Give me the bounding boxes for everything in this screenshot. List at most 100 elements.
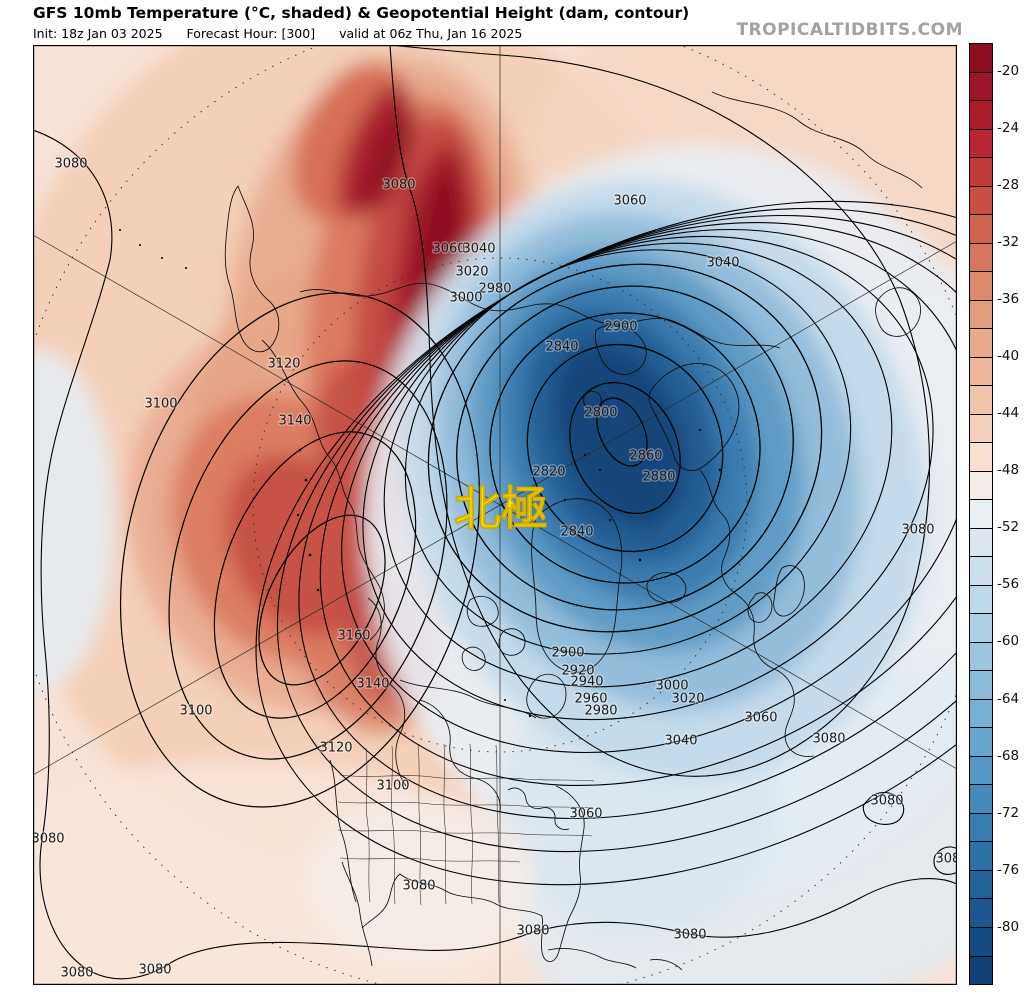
contour-label: 2940 [570, 675, 603, 690]
contour-label: 3100 [376, 779, 409, 794]
colorbar-tick-label: -72 [997, 804, 1020, 821]
colorbar-tick-label: -32 [997, 233, 1020, 250]
contour-label: 3060 [744, 711, 777, 726]
contour-label: 3020 [671, 692, 704, 707]
contour-label: 2980 [478, 282, 511, 297]
forecast-hour: Forecast Hour: [300] [186, 26, 316, 41]
colorbar-cell [970, 299, 992, 329]
contour-label: 3080 [935, 852, 957, 867]
colorbar-cell [970, 784, 992, 813]
contour-label: 3040 [462, 242, 495, 257]
colorbar-cell [970, 869, 992, 899]
contour-label: 3060 [613, 194, 646, 209]
temperature-shading [33, 45, 957, 985]
meridian-line [33, 240, 957, 776]
contour-label: 3100 [179, 704, 212, 719]
colorbar-cell [970, 727, 992, 756]
colorbar-cell [970, 955, 992, 985]
contour-label: 3080 [673, 928, 706, 943]
colorbar-tick-label: -76 [997, 861, 1020, 878]
contour-label: 3140 [278, 414, 311, 429]
map-canvas: 3080308030603040306030403020298030002900… [33, 45, 957, 985]
colorbar-cell [970, 926, 992, 956]
colorbar-cell [970, 641, 992, 671]
north-pole-annotation: 北極 [454, 482, 548, 537]
colorbar-cell [970, 698, 992, 728]
colorbar-cell [970, 71, 992, 101]
contour-label: 3040 [706, 256, 739, 271]
contour-label-layer: 3080308030603040306030403020298030002900… [33, 155, 957, 982]
height-contours [33, 45, 957, 980]
valid-time: valid at 06z Thu, Jan 16 2025 [339, 26, 523, 41]
init-time: Init: 18z Jan 03 2025 [33, 26, 163, 41]
contour-label: 2900 [604, 320, 637, 335]
contour-label: 3000 [449, 291, 482, 306]
contour-label: 2840 [545, 340, 578, 355]
colorbar-cell [970, 898, 992, 927]
map-border [33, 45, 957, 985]
colorbar-cell [970, 328, 992, 357]
meridian-line [33, 234, 957, 770]
contour-label: 3080 [60, 966, 93, 981]
colorbar-cell [970, 100, 992, 129]
contour-label: 3060 [569, 807, 602, 822]
colorbar-labels: -20 -24 -28 -32 -36 -40 -44 -48 -52 -56 -60 -64 -68 -… [997, 43, 1024, 985]
colorbar-tick-label: -48 [997, 462, 1020, 479]
colorbar-cell [970, 242, 992, 272]
contour-label: 2920 [561, 664, 594, 679]
contour-label: 2860 [629, 449, 662, 464]
init-line: Init: 18z Jan 03 2025 Forecast Hour: [30… [33, 26, 542, 41]
colorbar [969, 43, 993, 985]
colorbar-tick-label: -20 [997, 62, 1020, 79]
contour-label: 3120 [319, 741, 352, 756]
contour-label: 3080 [33, 832, 65, 847]
contour-label: 3140 [356, 677, 389, 692]
colorbar-cell [970, 556, 992, 585]
colorbar-tick-label: -60 [997, 633, 1020, 650]
colorbar-tick-label: -44 [997, 405, 1020, 422]
colorbar-cell [970, 185, 992, 215]
contour-label: 2960 [574, 692, 607, 707]
contour-label: 2980 [584, 704, 617, 719]
contour-label: 3080 [54, 157, 87, 172]
colorbar-tick-label: -80 [997, 918, 1020, 935]
colorbar-cell [970, 613, 992, 642]
colorbar-cell [970, 841, 992, 870]
colorbar-tick-label: -28 [997, 176, 1020, 193]
contour-label: 3060 [432, 242, 465, 257]
colorbar-cell [970, 214, 992, 243]
colorbar-cell [970, 157, 992, 186]
contour-label: 3080 [382, 178, 415, 193]
contour-label: 3080 [138, 963, 171, 978]
colorbar-tick-label: -52 [997, 519, 1020, 536]
colorbar-tick-label: -68 [997, 747, 1020, 764]
colorbar-tick-label: -36 [997, 290, 1020, 307]
colorbar-cell [970, 812, 992, 842]
colorbar-tick-label: -56 [997, 576, 1020, 593]
colorbar-cell [970, 670, 992, 699]
contour-label: 2880 [642, 470, 675, 485]
contour-label: 3000 [655, 679, 688, 694]
watermark: TROPICALTIDBITS.COM [736, 20, 963, 40]
colorbar-cell [970, 584, 992, 614]
colorbar-cell [970, 271, 992, 300]
contour-label: 3080 [812, 732, 845, 747]
colorbar-tick-label: -40 [997, 348, 1020, 364]
contour-label: 3080 [516, 924, 549, 939]
colorbar-cell [970, 470, 992, 500]
coastlines [224, 91, 923, 971]
contour-label: 3080 [870, 794, 903, 809]
island-dots [119, 229, 722, 718]
contour-label: 3080 [402, 879, 435, 894]
colorbar-cell [970, 356, 992, 386]
contour-label: 2820 [532, 465, 565, 480]
colorbar-cell [970, 44, 992, 72]
contour-label: 3040 [664, 734, 697, 749]
colorbar-cell [970, 442, 992, 471]
colorbar-tick-label: -64 [997, 690, 1020, 707]
contour-label: 2840 [560, 525, 593, 540]
colorbar-cell [970, 385, 992, 414]
colorbar-cell [970, 499, 992, 528]
contour-label: 3020 [455, 265, 488, 280]
colorbar-cell [970, 128, 992, 158]
